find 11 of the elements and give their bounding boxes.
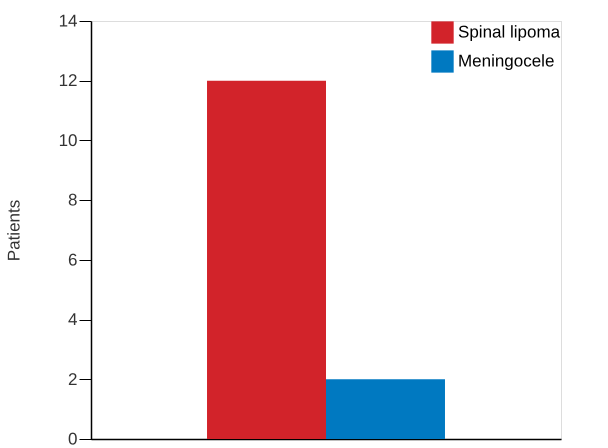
legend-label: Spinal lipoma <box>458 22 561 42</box>
y-axis-title: Patients <box>4 200 24 262</box>
y-tick-label: 14 <box>58 12 78 30</box>
legend-label: Meningocele <box>458 52 554 70</box>
y-tick-label: 12 <box>58 71 78 90</box>
y-tick-label: 4 <box>68 310 78 330</box>
y-tick-label: 10 <box>58 130 78 150</box>
y-tick-label: 2 <box>68 370 78 389</box>
y-tick-label: 8 <box>68 190 78 210</box>
y-tick-label: 0 <box>68 430 78 448</box>
y-tick-label: 6 <box>68 250 78 270</box>
